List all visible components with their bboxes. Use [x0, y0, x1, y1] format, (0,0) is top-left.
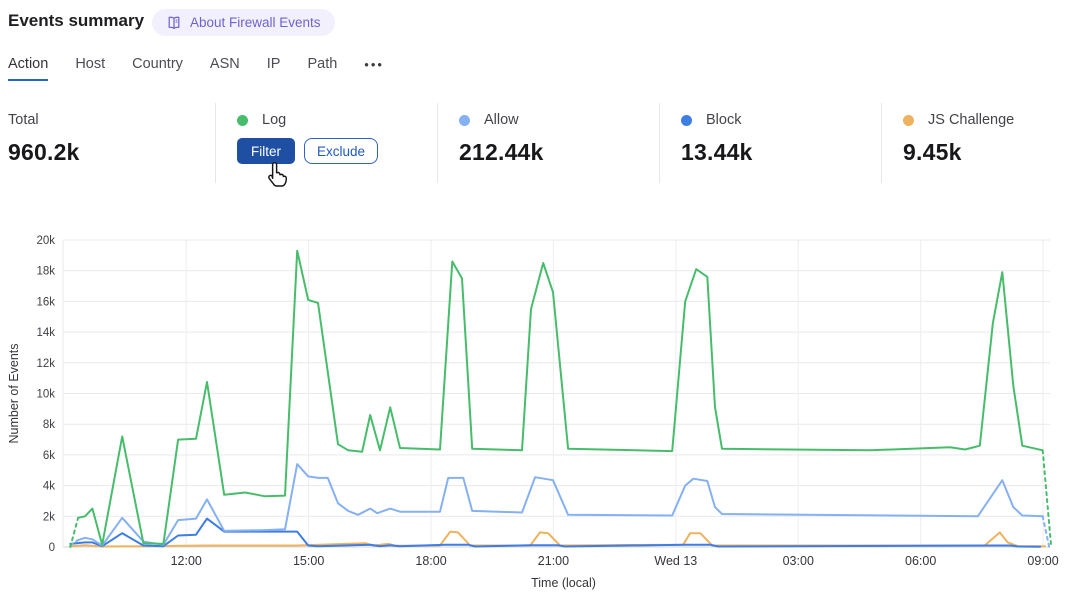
stat-card-allow: Allow 212.44k — [437, 103, 659, 183]
tab-path[interactable]: Path — [307, 56, 337, 81]
tab-action[interactable]: Action — [8, 56, 49, 81]
page-title: Events summary — [8, 11, 145, 30]
svg-text:0: 0 — [49, 542, 55, 554]
allow-label: Allow — [484, 112, 519, 128]
events-time-series-chart[interactable]: 0 2k 4k 6k 8k 10k 12k 14k 16k 18k 20k 12:00 15:00 18:… — [0, 222, 1068, 598]
svg-text:03:00: 03:00 — [783, 554, 814, 568]
tab-country[interactable]: Country — [132, 56, 183, 81]
line-chart-canvas: 0 2k 4k 6k 8k 10k 12k 14k 16k 18k 20k 12:00 15:00 18:… — [7, 235, 1059, 590]
stat-card-js-challenge: JS Challenge 9.45k — [881, 103, 1068, 183]
log-label: Log — [262, 112, 287, 128]
log-legend-dot — [237, 114, 248, 126]
tab-host[interactable]: Host — [75, 56, 105, 81]
svg-text:12k: 12k — [36, 358, 55, 370]
svg-text:15:00: 15:00 — [293, 554, 324, 568]
dimension-tabs: Action Host Country ASN IP Path ••• — [8, 56, 384, 81]
svg-text:Time (local): Time (local) — [531, 576, 596, 590]
tab-asn[interactable]: ASN — [210, 56, 240, 81]
stat-card-log: Log Filter Exclude — [215, 103, 458, 183]
js-challenge-value: 9.45k — [903, 139, 962, 165]
exclude-button[interactable]: Exclude — [304, 138, 379, 164]
total-value: 960.2k — [8, 139, 80, 165]
svg-text:20k: 20k — [36, 235, 55, 247]
svg-text:18:00: 18:00 — [415, 554, 446, 568]
stat-card-total: Total 960.2k — [8, 103, 207, 183]
allow-legend-dot — [459, 114, 470, 126]
svg-text:Number of Events: Number of Events — [7, 343, 21, 443]
js-challenge-label: JS Challenge — [928, 112, 1015, 128]
svg-text:Wed 13: Wed 13 — [654, 554, 697, 568]
svg-text:6k: 6k — [43, 450, 55, 462]
svg-text:16k: 16k — [36, 296, 55, 308]
svg-text:12:00: 12:00 — [171, 554, 202, 568]
total-label: Total — [8, 112, 39, 128]
allow-value: 212.44k — [459, 139, 544, 165]
block-label: Block — [706, 112, 742, 128]
svg-text:14k: 14k — [36, 327, 55, 339]
block-value: 13.44k — [681, 139, 753, 165]
about-link-label: About Firewall Events — [190, 15, 321, 30]
svg-text:4k: 4k — [43, 481, 55, 493]
open-book-icon — [168, 16, 180, 29]
svg-text:18k: 18k — [36, 266, 55, 278]
stats-row: Total 960.2k Log Filter Exclude Allow 21… — [0, 103, 1068, 185]
tab-ip[interactable]: IP — [267, 56, 281, 81]
svg-text:06:00: 06:00 — [905, 554, 936, 568]
about-firewall-events-link[interactable]: About Firewall Events — [152, 9, 335, 36]
js-challenge-legend-dot — [903, 114, 914, 126]
stat-card-block: Block 13.44k — [659, 103, 881, 183]
filter-button[interactable]: Filter — [237, 138, 295, 164]
svg-text:2k: 2k — [43, 511, 55, 523]
more-tabs-icon[interactable]: ••• — [364, 57, 384, 81]
svg-text:09:00: 09:00 — [1027, 554, 1058, 568]
block-legend-dot — [681, 114, 692, 126]
svg-text:8k: 8k — [43, 419, 55, 431]
svg-text:10k: 10k — [36, 389, 55, 401]
svg-text:21:00: 21:00 — [538, 554, 569, 568]
